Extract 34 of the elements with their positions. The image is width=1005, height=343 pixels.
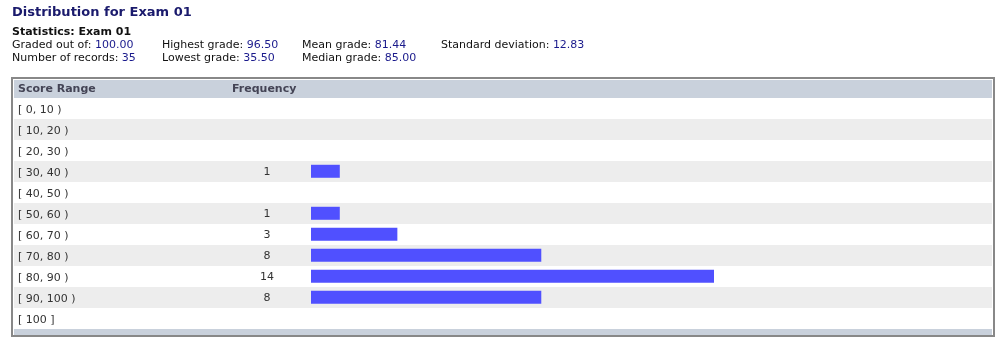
x-axis-title: Frequency — [232, 82, 297, 95]
text: Lowest grade: 35.50 — [162, 51, 275, 64]
y-tick-label: [ 50, 60 ) — [18, 207, 69, 221]
data-label: 14 — [260, 270, 274, 284]
bar — [311, 206, 340, 220]
bar — [311, 227, 398, 241]
text: Mean grade: 81.44 — [302, 38, 407, 51]
text: Statistics: Exam 01 — [12, 25, 132, 38]
y-tick-label: [ 20, 30 ) — [18, 144, 69, 158]
bar — [311, 248, 542, 262]
y-tick-label: [ 0, 10 ) — [18, 102, 62, 116]
y-axis-title: Score Range — [18, 82, 96, 95]
y-tick-label: [ 70, 80 ) — [18, 249, 69, 263]
text: Distribution for Exam 01 — [12, 4, 192, 19]
y-tick-label: [ 80, 90 ) — [18, 270, 69, 284]
data-label: 8 — [263, 249, 271, 263]
data-label: 3 — [263, 228, 271, 242]
text: Median grade: 85.00 — [302, 51, 417, 64]
y-tick-label: [ 90, 100 ) — [18, 291, 76, 305]
data-label: 1 — [263, 207, 271, 221]
y-tick-label: [ 10, 20 ) — [18, 123, 69, 137]
y-tick-label: [ 60, 70 ) — [18, 228, 69, 242]
text: Standard deviation: 12.83 — [441, 38, 585, 51]
y-tick-label: [ 40, 50 ) — [18, 186, 69, 200]
bar — [311, 269, 714, 283]
text: Graded out of: 100.00 — [12, 38, 134, 51]
bar — [311, 164, 340, 178]
text: Highest grade: 96.50 — [162, 38, 279, 51]
y-tick-label: [ 30, 40 ) — [18, 165, 69, 179]
y-tick-label: [ 100 ] — [18, 312, 55, 326]
bar — [311, 290, 542, 304]
data-label: 1 — [263, 165, 271, 179]
data-label: 8 — [263, 291, 271, 305]
text: Number of records: 35 — [12, 51, 136, 64]
